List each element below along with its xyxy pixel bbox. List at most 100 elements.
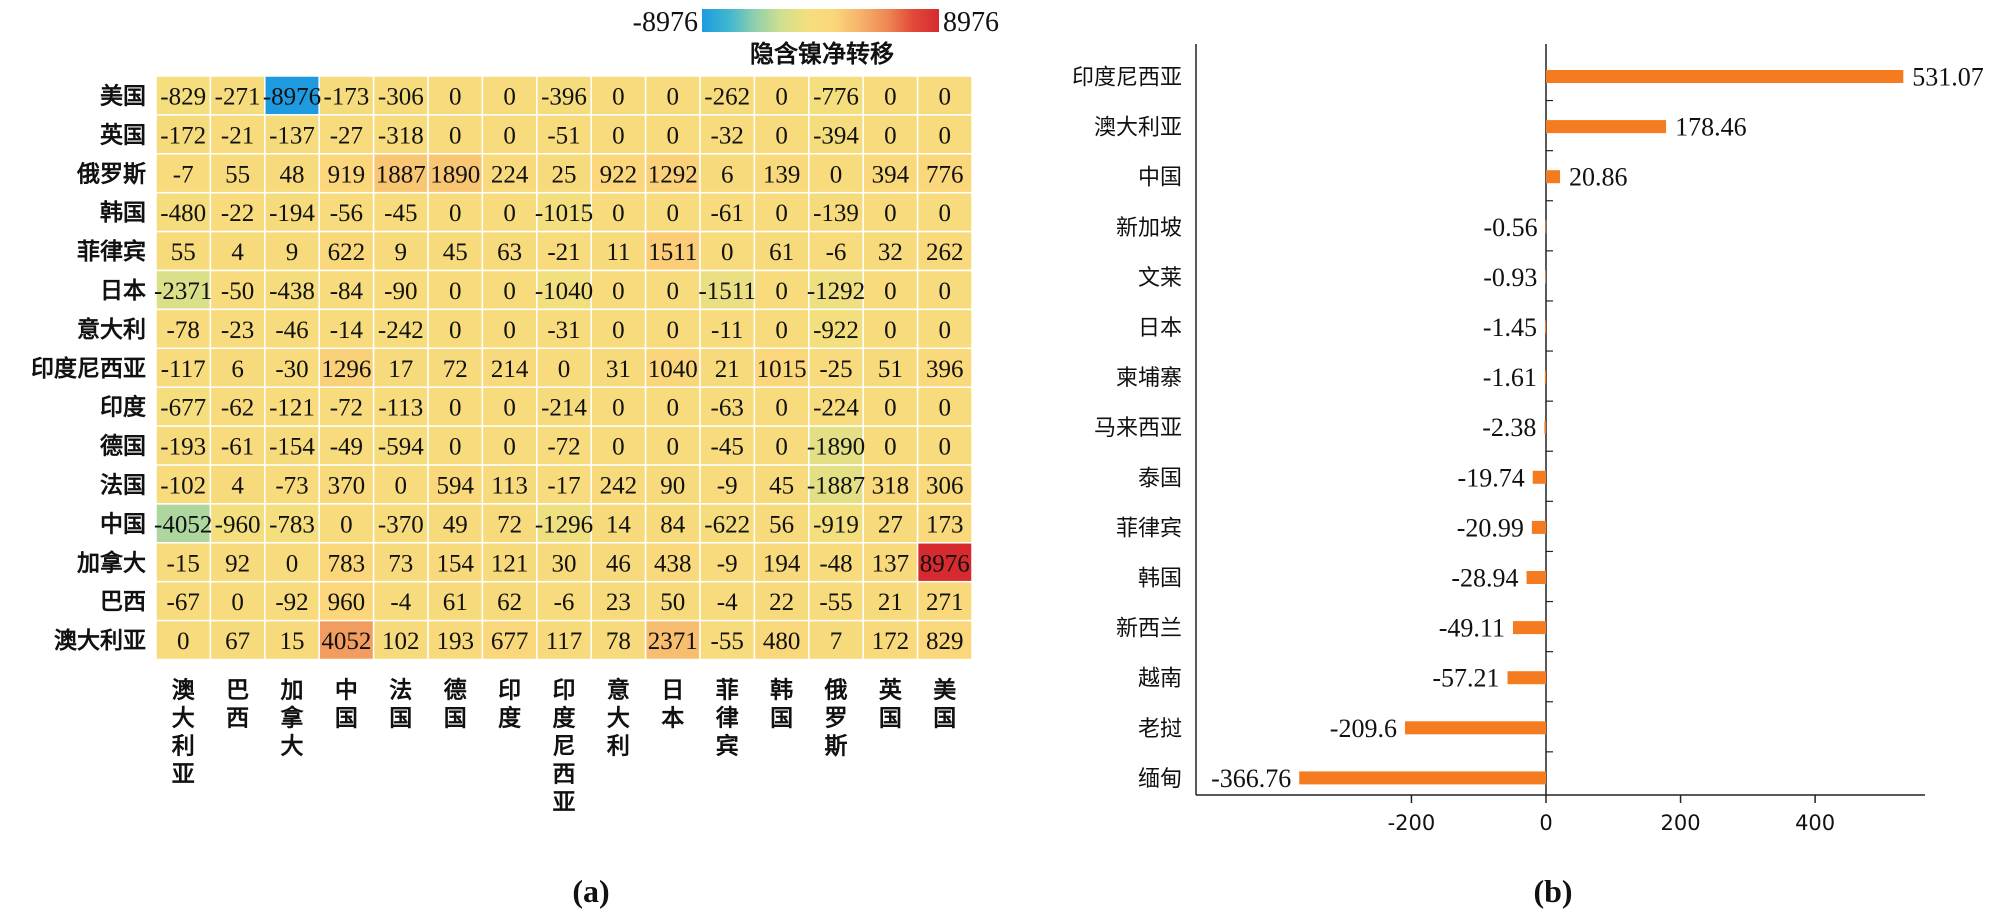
heatmap-cell-value: -1292 <box>807 278 865 305</box>
heatmap-cell-value: -4 <box>390 589 411 616</box>
heatmap-row-label: 德国 <box>100 433 146 460</box>
heatmap-cell <box>862 75 919 116</box>
heatmap-cell <box>862 425 919 466</box>
heatmap-row-label: 印度尼西亚 <box>31 355 146 382</box>
heatmap-cell-value: 0 <box>449 83 462 110</box>
heatmap-cell-value: 0 <box>612 200 625 227</box>
heatmap-cell <box>155 191 212 233</box>
heatmap-value-labels: -829 -271 -8976 -173 -306 0 0 -396 0 0 -262 0 -776 0 0… <box>154 83 970 655</box>
heatmap-cell-value: 0 <box>177 628 190 655</box>
heatmap-cell-value: 49 <box>443 511 468 538</box>
heatmap-cell-value: 0 <box>939 317 952 344</box>
heatmap-cell-value: -72 <box>330 395 363 422</box>
bar-value-label: 20.86 <box>1569 163 1628 192</box>
heatmap-cell-value: 0 <box>775 83 788 110</box>
category-label: 韩国 <box>1138 567 1182 592</box>
heatmap-cell-value: -9 <box>717 472 738 499</box>
heatmap-cell <box>536 230 592 272</box>
heatmap-cell <box>590 191 647 233</box>
heatmap-cell-value: 0 <box>612 278 625 305</box>
heatmap-cell-value: 25 <box>552 161 577 188</box>
heatmap-cell-value: 6 <box>231 356 244 383</box>
heatmap-cell <box>372 191 429 233</box>
heatmap-cell-value: 0 <box>775 395 788 422</box>
heatmap-cell-value: 0 <box>830 161 843 188</box>
heatmap-cell-value: -46 <box>275 317 308 344</box>
heatmap-cell-value: -15 <box>167 550 200 577</box>
heatmap-cell <box>209 580 266 622</box>
heatmap-cell <box>916 153 973 194</box>
heatmap-row-label: 印度 <box>100 394 147 421</box>
bar-chart-panel: -200 0 200 400 印度尼西亚澳大利亚中国新加坡文莱日本柬埔寨马来西亚泰国菲… <box>1072 44 1984 909</box>
heatmap-cell-value: 0 <box>884 200 897 227</box>
heatmap-cell <box>155 153 212 194</box>
heatmap-cell-value: 1296 <box>321 356 371 383</box>
heatmap-cell-value: 117 <box>546 628 583 655</box>
heatmap-cell-value: -31 <box>547 317 580 344</box>
heatmap-cell-value: -318 <box>378 122 424 149</box>
heatmap-cell-value: 0 <box>449 317 462 344</box>
heatmap-cell <box>318 269 375 311</box>
heatmap-cell-value: -1887 <box>807 472 865 499</box>
heatmap-cell <box>862 191 919 233</box>
heatmap-cell <box>536 308 592 350</box>
heatmap-cell-value: 63 <box>497 239 522 266</box>
colorbar-min-label: -8976 <box>633 7 698 38</box>
heatmap-cell-value: -242 <box>378 317 424 344</box>
heatmap-cell-value: 22 <box>769 589 794 616</box>
heatmap-cell <box>644 75 701 116</box>
heatmap-cell-value: 56 <box>769 511 794 538</box>
heatmap-cell-value: 67 <box>225 628 250 655</box>
heatmap-cells <box>155 75 973 661</box>
heatmap-column-label: 日本 <box>661 678 684 732</box>
heatmap-cell-value: 139 <box>763 161 801 188</box>
heatmap-cell <box>155 619 212 661</box>
heatmap-column-label: 德国 <box>444 677 467 732</box>
heatmap-cell <box>427 153 484 194</box>
heatmap-row-label: 意大利 <box>77 316 146 343</box>
bar <box>1299 771 1546 785</box>
heatmap-cell <box>808 580 864 622</box>
heatmap-cell <box>427 386 484 427</box>
heatmap-cell <box>264 347 320 388</box>
heatmap-cell <box>699 619 756 661</box>
bar-value-label: -49.11 <box>1439 614 1505 643</box>
heatmap-cell-value: 0 <box>884 395 897 422</box>
heatmap-cell-value: 0 <box>449 200 462 227</box>
heatmap-cell-value: 193 <box>436 628 474 655</box>
heatmap-cell-value: 61 <box>443 589 468 616</box>
heatmap-cell-value: -922 <box>813 317 859 344</box>
heatmap-cell-value: -4 <box>717 589 738 616</box>
heatmap-cell-value: 0 <box>449 434 462 461</box>
heatmap-row-label: 韩国 <box>100 199 146 226</box>
heatmap-cell-value: 0 <box>558 356 571 383</box>
heatmap-cell <box>481 580 538 622</box>
heatmap-cell <box>808 619 864 661</box>
heatmap-cell-value: -72 <box>547 434 580 461</box>
heatmap-cell-value: 31 <box>606 356 631 383</box>
heatmap-cell-value: -30 <box>275 356 308 383</box>
heatmap-cell <box>155 230 212 272</box>
bar-value-label: -57.21 <box>1432 664 1499 693</box>
heatmap-cell-value: -51 <box>547 122 580 149</box>
heatmap-cell-value: 102 <box>382 628 420 655</box>
heatmap-column-label: 美国 <box>933 677 956 732</box>
bar-value-label: -0.56 <box>1483 213 1537 242</box>
heatmap-cell-value: 0 <box>884 83 897 110</box>
heatmap-cell-value: 0 <box>775 434 788 461</box>
heatmap-cell-value: 0 <box>775 200 788 227</box>
heatmap-cell-value: 1040 <box>648 356 698 383</box>
heatmap-cell <box>590 619 647 661</box>
heatmap-row-label: 日本 <box>100 278 146 304</box>
heatmap-column-label: 中国 <box>335 678 358 732</box>
heatmap-cell <box>318 619 375 661</box>
heatmap-cell-value: -394 <box>813 122 859 149</box>
heatmap-cell-value: 45 <box>769 472 794 499</box>
heatmap-cell <box>372 464 429 505</box>
heatmap-column-label: 印度 <box>498 678 522 732</box>
heatmap-cell-value: -55 <box>711 628 744 655</box>
bars <box>1299 70 1904 785</box>
category-label: 泰国 <box>1138 466 1182 491</box>
heatmap-cell-value: 9 <box>286 239 299 266</box>
